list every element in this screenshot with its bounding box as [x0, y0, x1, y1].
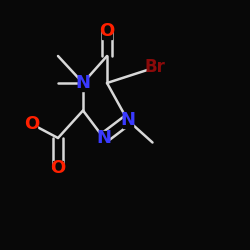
Text: O: O [100, 22, 114, 40]
Text: O: O [24, 115, 40, 133]
Bar [102, 24, 112, 38]
Text: Br: Br [144, 58, 166, 76]
Text: N: N [96, 129, 111, 147]
Bar [148, 60, 162, 75]
Text: O: O [50, 159, 66, 177]
Text: N: N [76, 74, 90, 92]
Bar [122, 112, 132, 128]
Bar [78, 76, 88, 90]
Text: N: N [120, 111, 135, 129]
Bar [99, 130, 109, 146]
Bar [53, 160, 63, 176]
Bar [27, 117, 37, 132]
